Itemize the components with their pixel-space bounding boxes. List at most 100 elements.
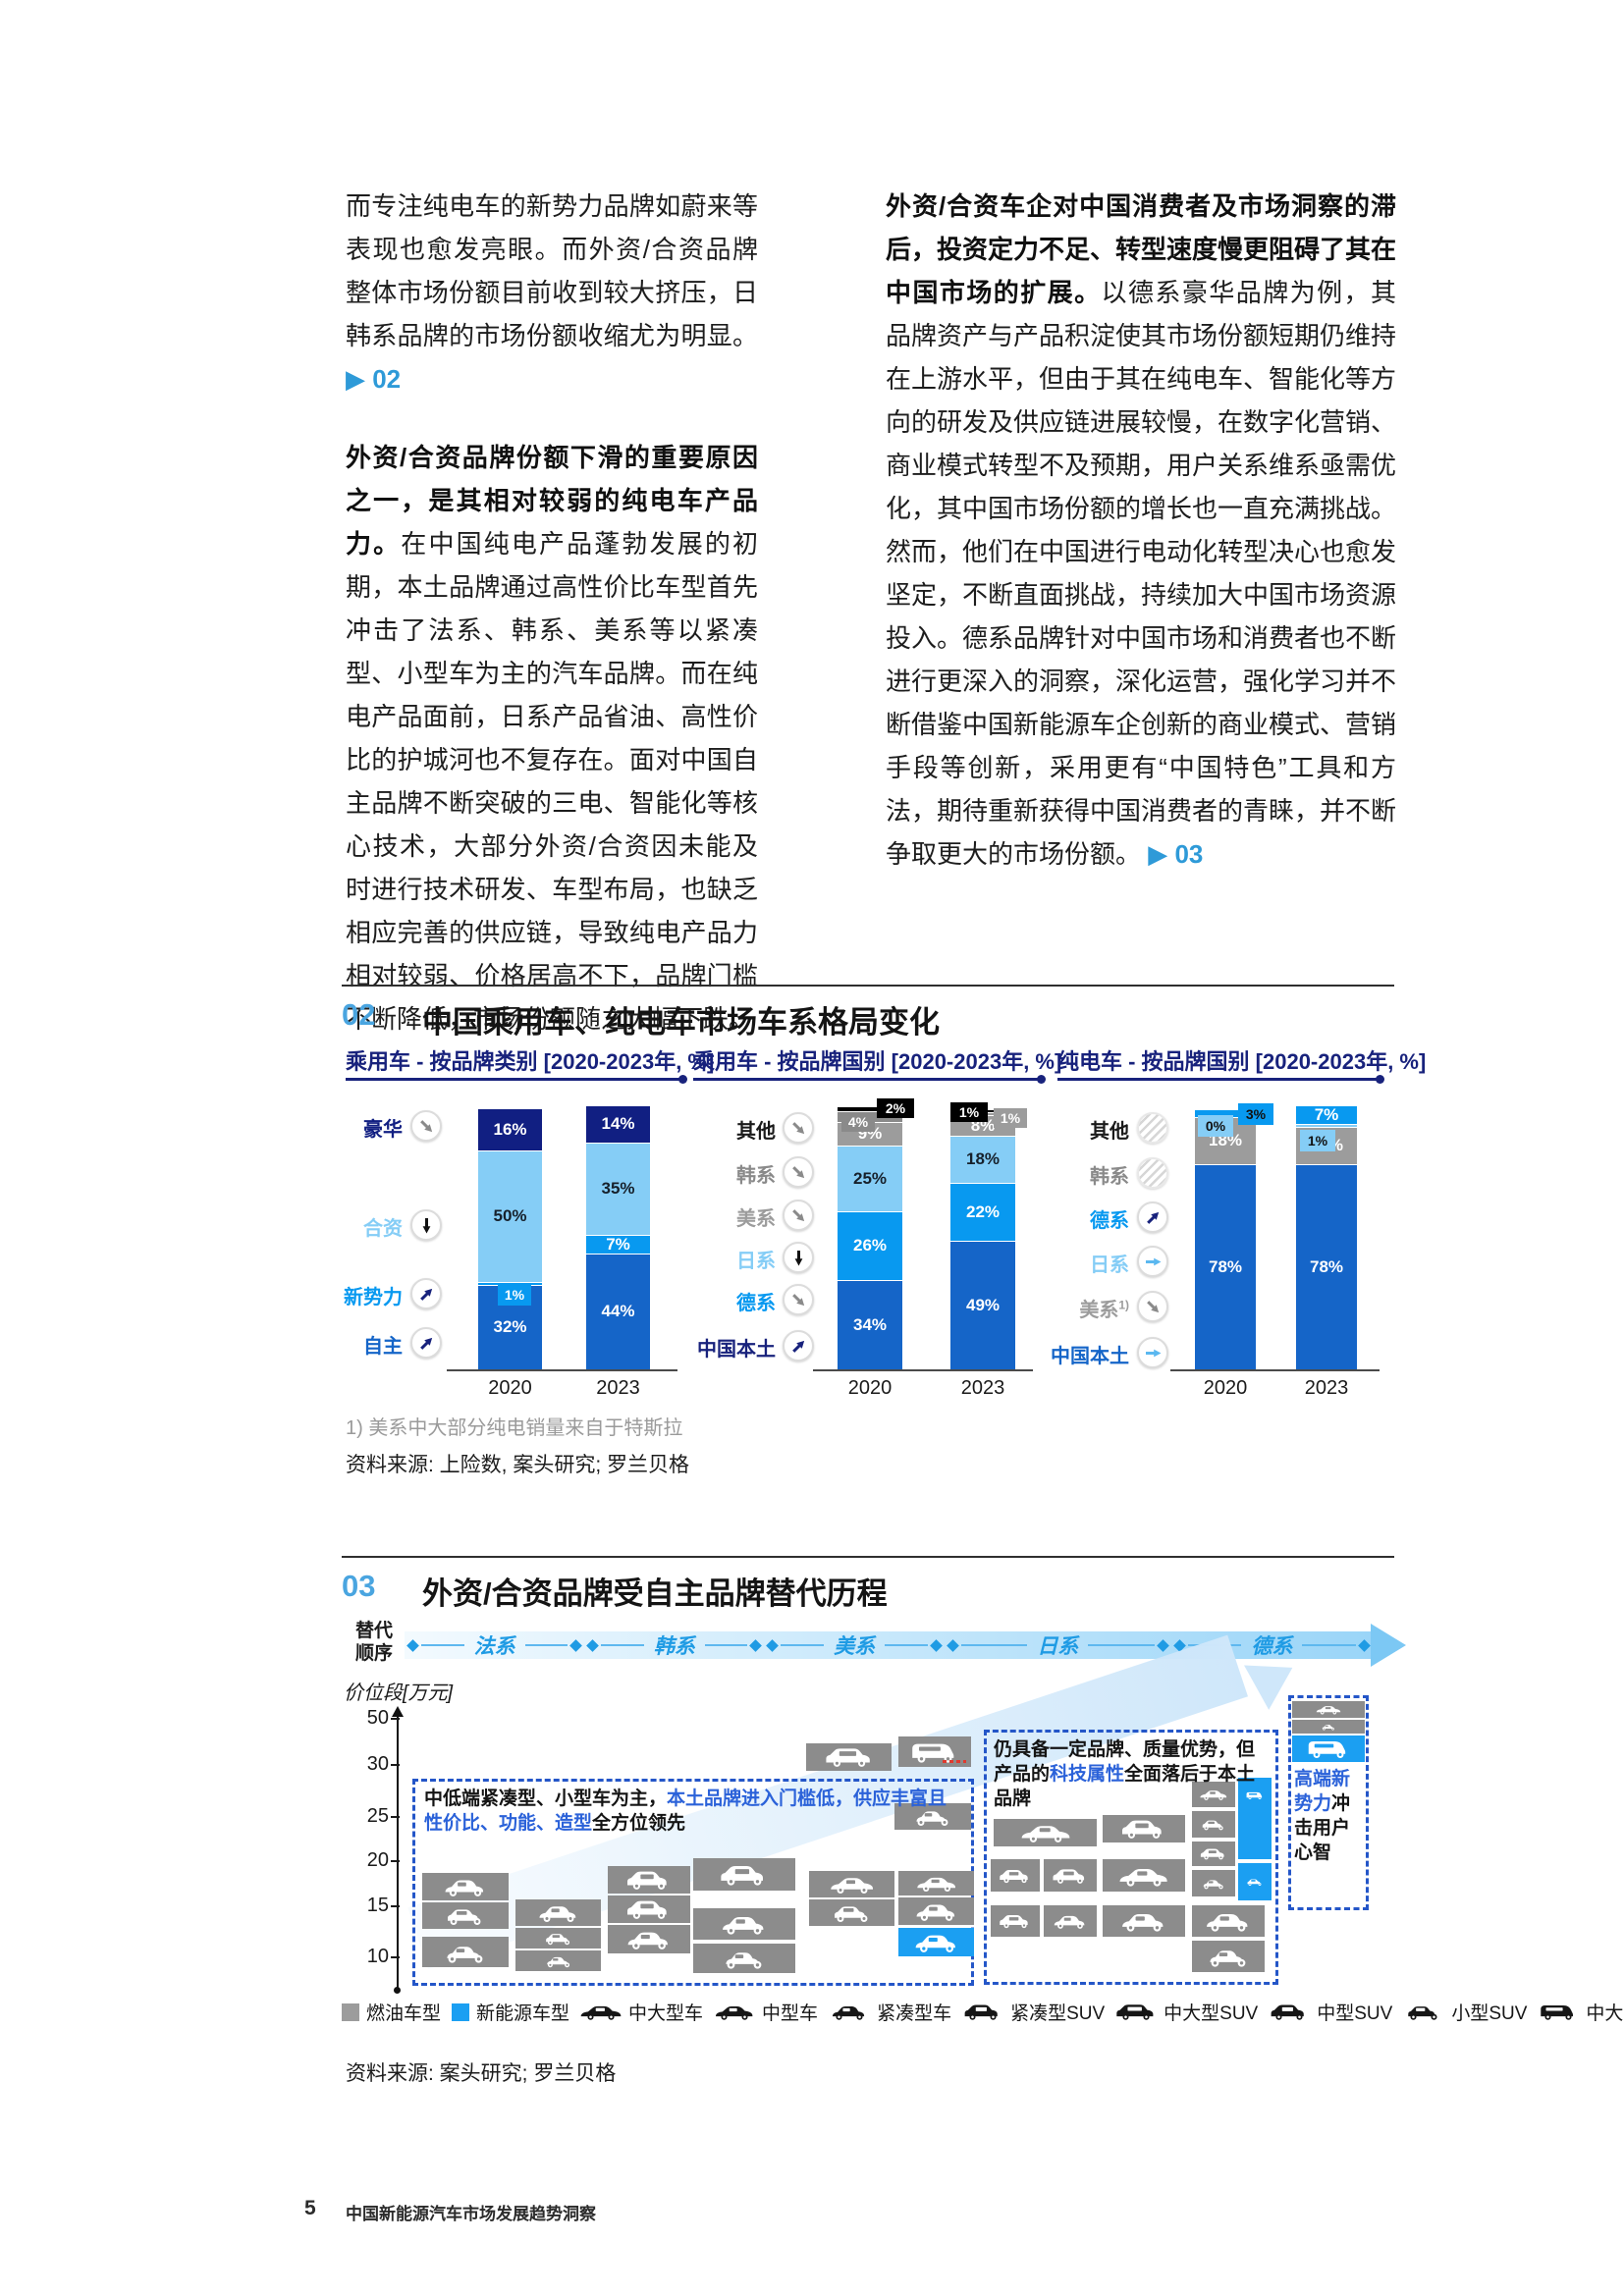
bar-segment-value: 78% (1208, 1256, 1243, 1276)
bar-segment-value: 18% (965, 1149, 1001, 1168)
bar-segment-value: 7% (1314, 1104, 1339, 1124)
bar-segment-德系: 7% (1296, 1105, 1357, 1124)
legend-swatch-icon (452, 2002, 470, 2021)
car-中型车-icon (716, 2006, 753, 2020)
bar-callout-value: 1% (994, 1108, 1027, 1128)
vehicle-box-紧凑型车 (515, 1899, 601, 1926)
vehicle-box-中型车 (898, 1871, 974, 1896)
bar-segment-日系: 18% (950, 1136, 1015, 1183)
legend-item: 中大型车 (580, 1999, 703, 2025)
hatch-circle-icon (1137, 1157, 1168, 1189)
vehicle-box-紧凑型车 (422, 1873, 509, 1900)
sequence-brand-label: 德系 (1251, 1635, 1293, 1658)
bar-segment-value: 25% (852, 1168, 888, 1188)
chart-subtitle-underline (693, 1078, 1041, 1081)
bar-segment-其他 (838, 1106, 902, 1111)
trend-arrow-ne-icon (791, 1340, 804, 1353)
sequence-segment: 美系 (764, 1631, 944, 1659)
connector-line (781, 1644, 825, 1646)
trend-arrow-se-icon (791, 1208, 804, 1221)
sequence-brand-label: 法系 (473, 1635, 515, 1658)
car-紧凑型车-icon (1122, 1913, 1164, 1932)
trend-arrow-s-icon (422, 1217, 430, 1233)
annotation-run: 仍具备一定品牌、质量优势，但产品的 (994, 1739, 1256, 1785)
footer-title: 中国新能源汽车市场发展趋势洞察 (346, 2205, 596, 2223)
car-中型SUV-icon (1000, 1914, 1028, 1929)
connector-line (1088, 1644, 1155, 1646)
connector-line (524, 1644, 568, 1646)
bar-segment-豪华: 16% (478, 1108, 542, 1150)
price-axis-arrowhead-icon (392, 1706, 404, 1717)
diamond-icon (1358, 1638, 1371, 1652)
car-中大型SUV-icon (1116, 2004, 1154, 2020)
bar-segment-value: 26% (852, 1236, 888, 1255)
diamond-icon (749, 1638, 763, 1652)
bar-segment-value: 44% (601, 1302, 635, 1320)
legend-item: 中大型MPV (1538, 1999, 1624, 2025)
legend-item: 中型SUV (1269, 1999, 1392, 2025)
legend-item: 紧凑型车 (829, 1999, 951, 2025)
section-divider (342, 985, 1394, 987)
price-tick-label: 15 (366, 1895, 389, 1916)
trend-circle (783, 1156, 814, 1188)
car-小型SUV-icon (448, 1909, 481, 1925)
chart-subtitle-underline-dot (1037, 1075, 1046, 1084)
car-紧凑型SUV-icon (627, 1871, 667, 1890)
exhibit-marker: ▶ 03 (1141, 839, 1204, 869)
trend-circle (410, 1110, 442, 1142)
trend-arrow-e-icon (1145, 1349, 1161, 1357)
bar-segment-value: 49% (965, 1295, 1001, 1314)
vehicle-box-小型SUV (1192, 1811, 1235, 1838)
trend-circle (410, 1278, 442, 1309)
annotation-run: 高端新势力 (1294, 1769, 1351, 1814)
price-tick-label: 25 (366, 1805, 389, 1827)
vehicle-box-小型SUV (809, 1899, 894, 1926)
connector-line (885, 1644, 928, 1646)
paragraph: 外资/合资品牌份额下滑的重要原因之一，是其相对较弱的纯电车产品力。在中国纯电产品… (346, 436, 758, 1041)
page-number: 5 (304, 2197, 316, 2219)
legend-item-label: 其他 (736, 1121, 776, 1143)
vehicle-box-紧凑型SUV (1103, 1815, 1185, 1842)
bar-segment-德系: 26% (838, 1211, 902, 1280)
trend-arrow-se-icon (791, 1293, 804, 1306)
bar-segment-中国本土: 78% (1296, 1164, 1357, 1369)
car-紧凑型SUV-icon (1122, 1820, 1162, 1839)
bar-segment-日系: 25% (838, 1146, 902, 1211)
bar-callout-value: 1% (498, 1284, 531, 1306)
phase-frame-2 (984, 1730, 1278, 1985)
section-divider (342, 1556, 1394, 1558)
hatch-circle-icon (1137, 1112, 1168, 1144)
bar-segment-合资: 50% (478, 1150, 542, 1282)
trend-arrow-ne-icon (419, 1288, 432, 1301)
vehicle-box-中大型MPV (898, 1736, 971, 1767)
legend-item-label: 合资 (363, 1218, 403, 1240)
connector-line (421, 1644, 464, 1646)
chart-subtitle-underline-dot (1376, 1075, 1384, 1084)
car-小型SUV-icon (545, 1934, 569, 1946)
car-中大型MPV-icon (1541, 2004, 1574, 2020)
paragraph: 而专注纯电车的新势力品牌如蔚来等表现也愈发亮眼。而外资/合资品牌整体市场份额目前… (346, 185, 758, 400)
diamond-icon (406, 1638, 419, 1652)
car-小型SUV-icon (1202, 1820, 1223, 1831)
bar-segment-德系 (1195, 1109, 1256, 1117)
chart-subtitle-underline (1057, 1078, 1380, 1081)
vehicle-box-紧凑型车 (1044, 1905, 1097, 1937)
bar-segment-豪华: 14% (586, 1105, 650, 1143)
price-axis-origin-dot (394, 1987, 401, 1994)
bar-callout-value: 4% (841, 1112, 875, 1132)
annotation-run: 全方位领先 (592, 1813, 686, 1834)
text-run: 外资/合资品牌份额下滑的重要原因之一，是其相对较弱的纯电车产品力。 (346, 443, 758, 559)
bar-callout-value: 1% (950, 1102, 988, 1122)
car-中型SUV-icon (1000, 1869, 1028, 1883)
car-中大型车-icon (1021, 1826, 1069, 1842)
vehicle-box-紧凑型车 (608, 1925, 690, 1953)
vehicle-box-中型SUV (693, 1858, 795, 1891)
replacement-order-label: 替代顺序 (355, 1621, 394, 1664)
vehicle-box-紧凑型车 (898, 1928, 974, 1956)
sequence-segment: 日系 (945, 1631, 1171, 1659)
legend-item-label: 中型SUV (1317, 2003, 1393, 2024)
vehicle-box-中大型SUV (806, 1743, 892, 1771)
section02-number: 02 (342, 997, 376, 1032)
legend-item-label: 中国本土 (1051, 1346, 1129, 1367)
car-小型车-icon (1322, 1725, 1334, 1731)
